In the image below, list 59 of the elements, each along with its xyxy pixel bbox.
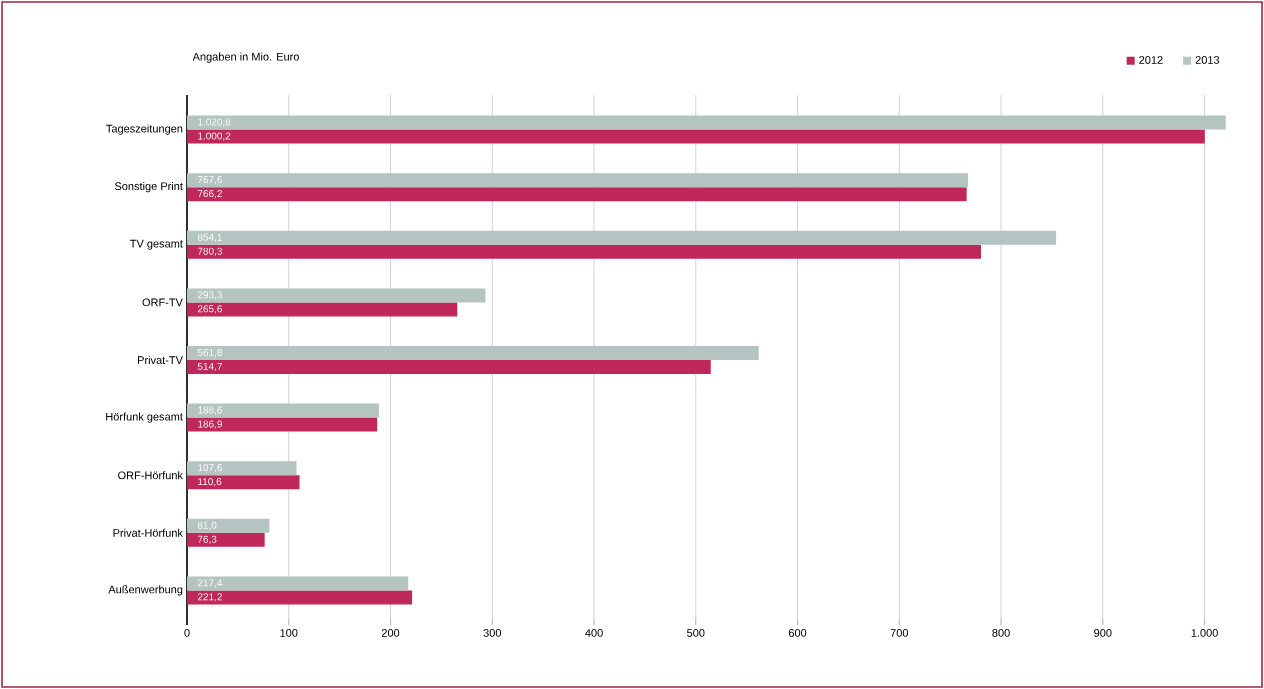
x-tick-label: 500 (687, 629, 705, 637)
bar (187, 244, 982, 259)
bar (187, 417, 378, 432)
y-tick-label: Hörfunk gesamt (106, 412, 183, 423)
bar (187, 115, 1226, 130)
x-tick-label: 0 (184, 629, 190, 637)
bar (187, 302, 458, 317)
x-tick-label: 400 (585, 629, 603, 637)
data-label: 561,8 (197, 348, 223, 358)
data-label: 767,6 (197, 176, 222, 185)
x-tick-label: 1.000 (1191, 629, 1218, 637)
data-label: 1.000,2 (198, 132, 231, 141)
data-label: 217,4 (197, 579, 223, 588)
data-label: 81,0 (197, 521, 217, 530)
bar (187, 230, 1057, 245)
legend-label: 2012 (1139, 56, 1163, 64)
x-tick-label: 900 (1094, 629, 1112, 637)
x-tick-label: 600 (788, 629, 807, 637)
x-tick-label: 300 (483, 629, 502, 637)
y-tick-label: Außenwerbung (108, 585, 183, 596)
y-tick-label: ORF-Hörfunk (118, 471, 183, 480)
data-label: 766,2 (197, 190, 222, 199)
y-tick-label: Tageszeitungen (106, 124, 183, 135)
data-label: 186,9 (198, 420, 222, 429)
bar (187, 461, 297, 476)
bar (187, 576, 409, 591)
data-label: 1.020,8 (198, 118, 231, 127)
x-tick-label: 800 (992, 629, 1010, 637)
bar (187, 346, 759, 360)
y-tick-label: TV gesamt (130, 239, 183, 250)
bar (187, 590, 413, 605)
data-label: 293,3 (197, 291, 222, 300)
data-label: 221,2 (197, 593, 222, 602)
data-label: 514,7 (197, 362, 222, 372)
bar (187, 360, 711, 374)
bar (187, 173, 969, 188)
bar (187, 187, 967, 202)
bar (187, 403, 379, 418)
data-label: 107,6 (198, 464, 222, 473)
y-tick-label: ORF-TV (142, 298, 183, 307)
bar (187, 129, 1205, 144)
bar (187, 532, 265, 547)
x-tick-label: 100 (280, 629, 298, 637)
legend-label: 2013 (1195, 56, 1220, 64)
data-label: 265,6 (197, 305, 222, 314)
bar (187, 288, 486, 303)
text: Angaben in Mio. Euro (192, 52, 299, 63)
data-label: 854,1 (197, 233, 222, 242)
x-tick-label: 200 (381, 629, 400, 637)
data-label: 188,6 (198, 406, 222, 415)
y-tick-label: Privat-Hörfunk (113, 528, 183, 537)
data-label: 780,3 (197, 247, 222, 256)
x-tick-label: 700 (890, 629, 909, 637)
y-tick-label: Sonstige Print (114, 182, 183, 193)
data-label: 110,6 (198, 478, 222, 487)
y-tick-label: Privat-TV (138, 355, 183, 365)
bar (187, 475, 300, 490)
bar (187, 518, 270, 533)
data-label: 76,3 (197, 535, 217, 544)
